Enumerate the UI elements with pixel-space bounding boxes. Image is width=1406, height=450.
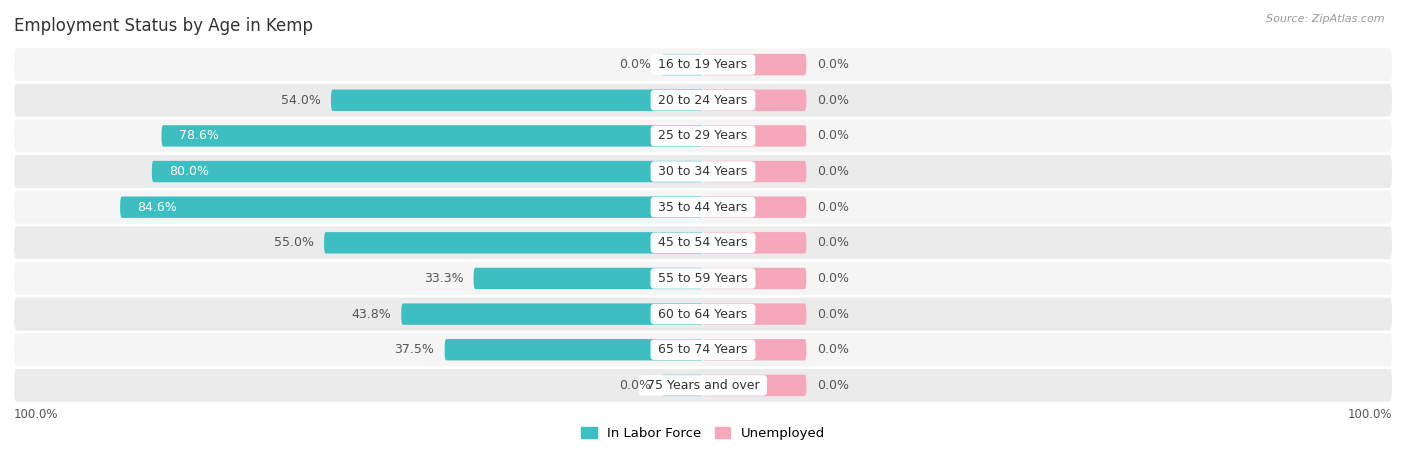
Text: 100.0%: 100.0% [14,408,59,421]
Text: 16 to 19 Years: 16 to 19 Years [654,58,752,71]
FancyBboxPatch shape [703,54,807,75]
Text: 0.0%: 0.0% [817,379,849,392]
Text: 75 Years and over: 75 Years and over [643,379,763,392]
Text: 20 to 24 Years: 20 to 24 Years [654,94,752,107]
Text: 65 to 74 Years: 65 to 74 Years [654,343,752,356]
FancyBboxPatch shape [662,375,703,396]
Text: 37.5%: 37.5% [395,343,434,356]
Text: 0.0%: 0.0% [619,379,651,392]
FancyBboxPatch shape [120,197,703,218]
Text: 60 to 64 Years: 60 to 64 Years [654,308,752,320]
Text: 30 to 34 Years: 30 to 34 Years [654,165,752,178]
FancyBboxPatch shape [14,262,1392,295]
Text: 0.0%: 0.0% [817,236,849,249]
FancyBboxPatch shape [14,155,1392,188]
Text: 78.6%: 78.6% [179,130,218,142]
Text: 80.0%: 80.0% [169,165,209,178]
FancyBboxPatch shape [703,197,807,218]
Text: 55 to 59 Years: 55 to 59 Years [654,272,752,285]
FancyBboxPatch shape [14,84,1392,117]
FancyBboxPatch shape [14,48,1392,81]
Text: 0.0%: 0.0% [817,308,849,320]
FancyBboxPatch shape [703,268,807,289]
FancyBboxPatch shape [444,339,703,360]
FancyBboxPatch shape [330,90,703,111]
Text: 0.0%: 0.0% [817,94,849,107]
Text: Employment Status by Age in Kemp: Employment Status by Age in Kemp [14,17,314,35]
FancyBboxPatch shape [323,232,703,253]
Text: 0.0%: 0.0% [817,165,849,178]
Legend: In Labor Force, Unemployed: In Labor Force, Unemployed [575,422,831,445]
FancyBboxPatch shape [14,120,1392,152]
FancyBboxPatch shape [703,161,807,182]
FancyBboxPatch shape [401,303,703,325]
FancyBboxPatch shape [152,161,703,182]
Text: 0.0%: 0.0% [817,343,849,356]
Text: 0.0%: 0.0% [619,58,651,71]
FancyBboxPatch shape [14,226,1392,259]
FancyBboxPatch shape [474,268,703,289]
Text: 43.8%: 43.8% [352,308,391,320]
FancyBboxPatch shape [703,232,807,253]
Text: 100.0%: 100.0% [1347,408,1392,421]
Text: 84.6%: 84.6% [138,201,177,214]
FancyBboxPatch shape [703,303,807,325]
FancyBboxPatch shape [703,339,807,360]
FancyBboxPatch shape [662,54,703,75]
Text: 0.0%: 0.0% [817,130,849,142]
Text: 55.0%: 55.0% [274,236,314,249]
FancyBboxPatch shape [703,125,807,147]
Text: Source: ZipAtlas.com: Source: ZipAtlas.com [1267,14,1385,23]
FancyBboxPatch shape [162,125,703,147]
FancyBboxPatch shape [14,333,1392,366]
Text: 35 to 44 Years: 35 to 44 Years [654,201,752,214]
FancyBboxPatch shape [14,369,1392,402]
Text: 45 to 54 Years: 45 to 54 Years [654,236,752,249]
Text: 0.0%: 0.0% [817,201,849,214]
Text: 54.0%: 54.0% [281,94,321,107]
FancyBboxPatch shape [703,375,807,396]
Text: 33.3%: 33.3% [423,272,463,285]
Text: 25 to 29 Years: 25 to 29 Years [654,130,752,142]
FancyBboxPatch shape [14,191,1392,224]
FancyBboxPatch shape [703,90,807,111]
Text: 0.0%: 0.0% [817,58,849,71]
Text: 0.0%: 0.0% [817,272,849,285]
FancyBboxPatch shape [14,298,1392,330]
